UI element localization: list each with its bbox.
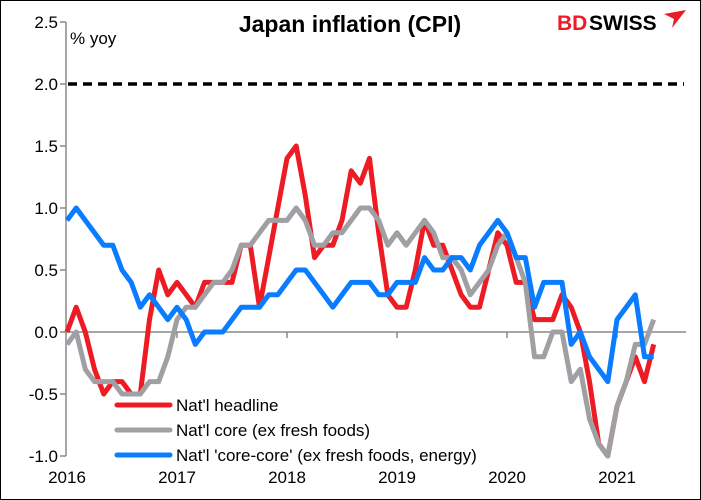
- logo-text-swiss: SWISS: [589, 12, 657, 35]
- y-tick-label: 1.0: [34, 199, 58, 218]
- x-tick-label: 2018: [268, 468, 306, 487]
- x-tick-label: 2019: [378, 468, 416, 487]
- y-tick-label: 0.0: [34, 323, 58, 342]
- x-tick-label: 2021: [598, 468, 636, 487]
- legend-label-2: Nat'l 'core-core' (ex fresh foods, energ…: [176, 446, 477, 465]
- logo-text-bd: BD: [557, 12, 587, 35]
- logo: BD SWISS: [557, 10, 686, 35]
- y-tick-label: 1.5: [34, 137, 58, 156]
- x-tick-label: 2020: [488, 468, 526, 487]
- x-tick-label: 2017: [158, 468, 196, 487]
- y-tick-label: -0.5: [29, 385, 58, 404]
- y-tick-label: 2.5: [34, 13, 58, 32]
- chart-title: Japan inflation (CPI): [239, 11, 461, 37]
- legend-label-0: Nat'l headline: [176, 396, 278, 415]
- x-tick-label: 2016: [48, 468, 86, 487]
- legend-label-1: Nat'l core (ex fresh foods): [176, 421, 370, 440]
- y-tick-label: 0.5: [34, 261, 58, 280]
- logo-arrow-icon: [664, 10, 686, 28]
- y-tick-label: -1.0: [29, 447, 58, 466]
- y-tick-label: 2.0: [34, 75, 58, 94]
- y-axis-label: % yoy: [70, 29, 117, 48]
